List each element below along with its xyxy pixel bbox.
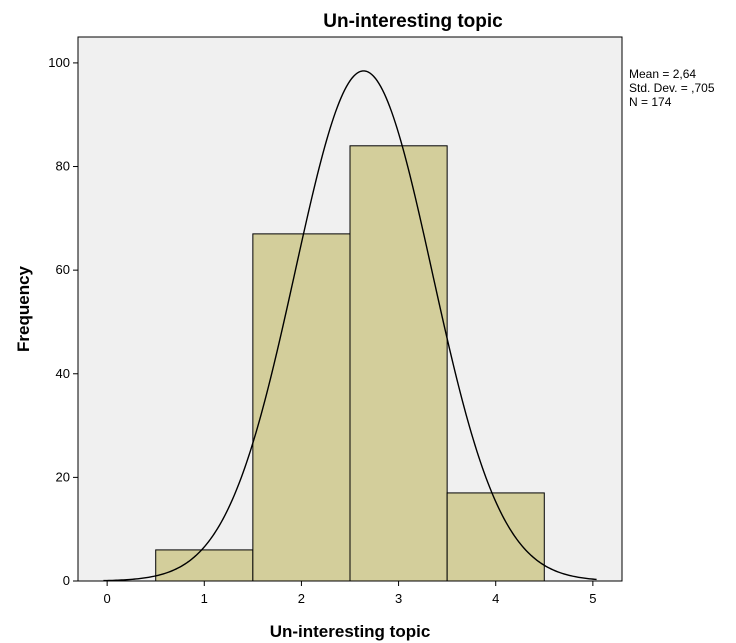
histogram-bar bbox=[252, 233, 351, 582]
x-tick-label: 5 bbox=[589, 591, 596, 606]
stats-legend: Mean = 2,64 Std. Dev. = ,705 N = 174 bbox=[629, 67, 715, 109]
x-tick-label: 1 bbox=[201, 591, 208, 606]
x-axis: 0 1 2 3 4 5 bbox=[104, 581, 596, 606]
y-tick-label: 0 bbox=[63, 573, 70, 588]
x-tick-label: 2 bbox=[298, 591, 305, 606]
y-axis: 0 20 40 60 80 100 bbox=[48, 55, 78, 588]
histogram-bar bbox=[349, 145, 448, 582]
normal-curve bbox=[103, 70, 597, 582]
stats-std-dev: Std. Dev. = ,705 bbox=[629, 81, 715, 95]
histogram-bars bbox=[155, 145, 545, 582]
chart-title: Un-interesting topic bbox=[323, 11, 503, 32]
stats-mean: Mean = 2,64 bbox=[629, 67, 696, 81]
x-tick-label: 4 bbox=[492, 591, 499, 606]
y-tick-label: 80 bbox=[56, 159, 70, 174]
histogram-bar bbox=[446, 492, 545, 582]
y-tick-label: 100 bbox=[48, 55, 70, 70]
y-axis-title: Frequency bbox=[14, 265, 33, 352]
y-tick-label: 40 bbox=[56, 366, 70, 381]
x-tick-label: 3 bbox=[395, 591, 402, 606]
histogram-bar bbox=[155, 549, 254, 582]
y-tick-label: 20 bbox=[56, 469, 70, 484]
x-tick-label: 0 bbox=[104, 591, 111, 606]
stats-n: N = 174 bbox=[629, 95, 672, 109]
x-axis-title: Un-interesting topic bbox=[270, 622, 431, 641]
y-tick-label: 60 bbox=[56, 262, 70, 277]
